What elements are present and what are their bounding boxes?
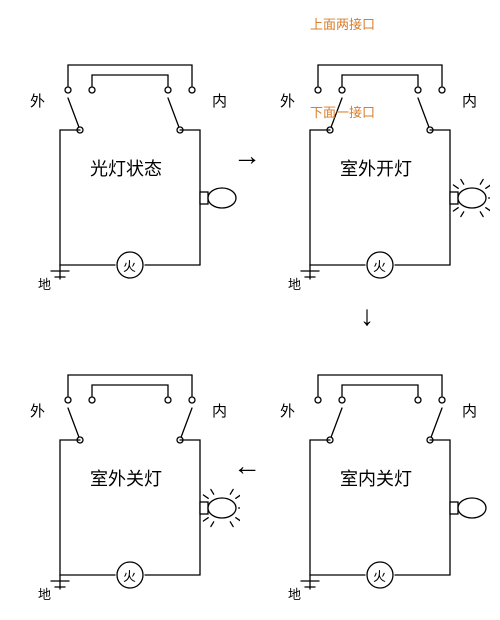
label-ground: 地 [38, 584, 51, 603]
label-fire: 火 [373, 256, 386, 275]
flow-arrow: → [233, 140, 261, 172]
label-ground: 地 [288, 584, 301, 603]
panel-title: 室外开灯 [340, 155, 412, 181]
panel-title: 室外关灯 [90, 465, 162, 491]
annotation-top: 上面两接口 [310, 14, 375, 33]
label-ground: 地 [288, 274, 301, 293]
circuit-panel-tr: 室外开灯 外 内火地 [270, 30, 490, 300]
label-fire: 火 [123, 566, 136, 585]
circuit-panel-bl: 室外关灯 外 内火地 [20, 340, 240, 610]
circuit-panel-tl: 光灯状态 外 内火地 [20, 30, 240, 300]
label-ground: 地 [38, 274, 51, 293]
panel-title: 室内关灯 [340, 465, 412, 491]
label-outside: 外 [30, 90, 45, 111]
label-outside: 外 [280, 90, 295, 111]
label-outside: 外 [280, 400, 295, 421]
label-inside: 内 [462, 90, 477, 111]
label-inside: 内 [462, 400, 477, 421]
annotation-bottom: 下面一接口 [310, 102, 375, 121]
panel-title: 光灯状态 [90, 155, 162, 181]
label-inside: 内 [212, 400, 227, 421]
label-fire: 火 [123, 256, 136, 275]
circuit-panel-br: 室内关灯 外 内火地 [270, 340, 490, 610]
label-outside: 外 [30, 400, 45, 421]
label-fire: 火 [373, 566, 386, 585]
flow-arrow: ← [233, 450, 261, 482]
flow-arrow: ↓ [360, 300, 374, 332]
label-inside: 内 [212, 90, 227, 111]
